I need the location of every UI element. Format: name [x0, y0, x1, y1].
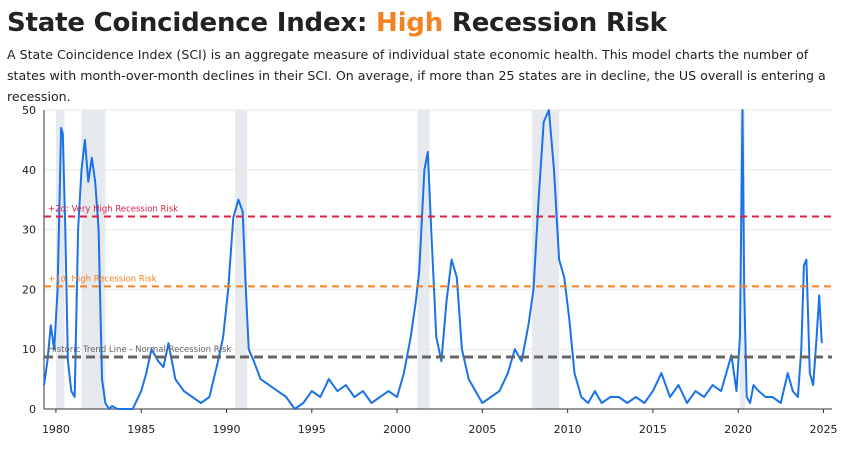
chart-title: State Coincidence Index: High Recession …	[7, 8, 667, 38]
title-suffix: Recession Risk	[443, 8, 667, 38]
x-tick-label: 1990	[213, 423, 241, 436]
x-tick-label: 2005	[468, 423, 496, 436]
x-tick-label: 2015	[639, 423, 667, 436]
reference-lines: +2σ: Very High Recession Risk +1σ: High R…	[44, 204, 832, 359]
y-tick-label: 50	[22, 104, 36, 117]
x-tick-label: 1980	[42, 423, 70, 436]
x-tick-label: 2020	[724, 423, 752, 436]
x-tick-label: 1995	[298, 423, 326, 436]
recession-band	[235, 110, 247, 409]
chart-description: A State Coincidence Index (SCI) is an ag…	[7, 47, 826, 104]
x-tick-label: 1985	[127, 423, 155, 436]
series-line	[43, 109, 823, 410]
y-tick-label: 30	[22, 224, 36, 237]
y-tick-label: 10	[22, 343, 36, 356]
title-prefix: State Coincidence Index:	[7, 8, 377, 38]
grid-lines	[44, 109, 832, 350]
x-tick-label: 2000	[383, 423, 411, 436]
reference-line-label: +1σ: High Recession Risk	[48, 274, 157, 284]
reference-line-label: +2σ: Very High Recession Risk	[48, 204, 178, 214]
x-tick-label: 2010	[554, 423, 582, 436]
x-tick-labels: 1980 1985 1990 1995 2000 2005 2010 2015 2020 2025	[42, 409, 837, 436]
y-tick-label: 0	[29, 403, 36, 416]
recession-band	[417, 110, 430, 409]
title-highlight: High	[376, 8, 444, 38]
series-group	[43, 109, 823, 410]
recession-band	[81, 110, 106, 409]
x-tick-label: 2025	[809, 423, 837, 436]
y-tick-label: 20	[22, 283, 36, 296]
recession-band	[531, 110, 560, 409]
y-tick-label: 40	[22, 164, 36, 177]
y-tick-labels: 0 10 20 30 40 50	[22, 104, 36, 416]
reference-line-label: Historic Trend Line - Normal Recession R…	[48, 345, 231, 355]
recession-band	[739, 110, 746, 409]
recession-band	[55, 110, 65, 409]
recession-bands	[55, 110, 746, 409]
axes	[43, 110, 832, 410]
